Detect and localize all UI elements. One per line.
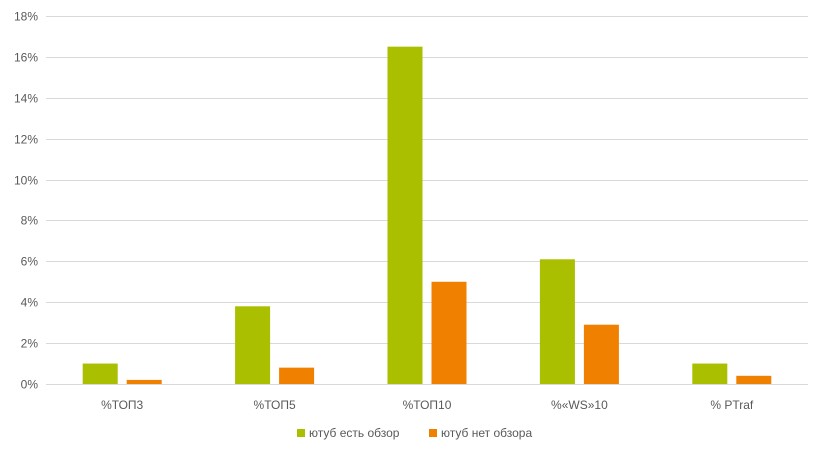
y-tick-label: 18% (14, 10, 38, 24)
bars (82, 46, 772, 385)
legend-swatch (297, 429, 305, 437)
y-tick-label: 12% (14, 133, 38, 147)
bar (583, 324, 619, 384)
x-tick-label: %«WS»10 (551, 398, 608, 412)
y-tick-label: 0% (21, 378, 39, 392)
legend-label: ютуб нет обзора (441, 426, 532, 440)
y-tick-label: 14% (14, 92, 38, 106)
x-axis: %ТОП3 %ТОП5 %ТОП10 %«WS»10 % PTraf (46, 384, 808, 412)
bar (736, 375, 772, 384)
bar (82, 363, 118, 384)
legend-label: ютуб есть обзор (309, 426, 400, 440)
bar (279, 367, 315, 384)
bar (539, 259, 575, 384)
x-tick-label: %ТОП10 (403, 398, 452, 412)
y-tick-label: 16% (14, 51, 38, 65)
x-tick-label: % PTraf (710, 398, 754, 412)
x-tick-label: %ТОП3 (101, 398, 143, 412)
bar (126, 379, 162, 384)
legend: ютуб есть обзор ютуб нет обзора (297, 426, 532, 440)
gridlines (46, 16, 808, 344)
y-tick-label: 10% (14, 174, 38, 188)
y-tick-label: 4% (21, 296, 39, 310)
y-tick-label: 8% (21, 214, 39, 228)
y-tick-label: 2% (21, 337, 39, 351)
bar (692, 363, 728, 384)
bar (431, 281, 467, 384)
legend-swatch (429, 429, 437, 437)
y-axis-tick-labels: 0% 2% 4% 6% 8% 10% 12% 14% 16% 18% (14, 10, 38, 392)
bar (235, 306, 271, 384)
bar (387, 46, 423, 385)
x-tick-label: %ТОП5 (254, 398, 296, 412)
y-tick-label: 6% (21, 255, 39, 269)
